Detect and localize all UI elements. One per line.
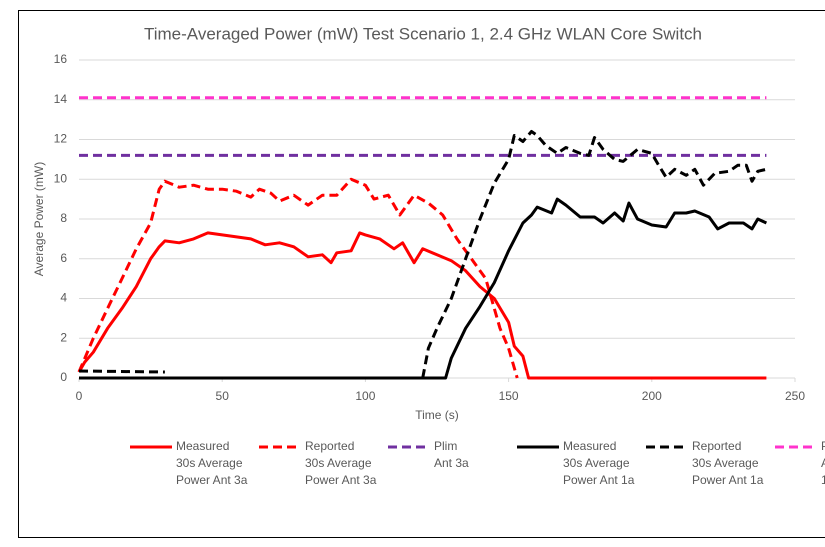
x-tick-label: 100 bbox=[355, 389, 375, 403]
x-tick-label: 250 bbox=[785, 389, 805, 403]
y-tick-label: 2 bbox=[60, 330, 67, 344]
series-line bbox=[77, 231, 767, 380]
x-tick-label: 0 bbox=[76, 389, 83, 403]
series-line bbox=[78, 130, 767, 379]
series-line bbox=[77, 177, 519, 379]
series-line bbox=[79, 197, 768, 380]
x-tick-label: 150 bbox=[499, 389, 519, 403]
x-axis-title: Time (s) bbox=[415, 408, 459, 422]
legend-label: Reported 30s Average Power Ant 3a bbox=[305, 439, 377, 487]
legend-label: Measured 30s Average Power Ant 3a bbox=[176, 439, 248, 487]
y-axis-title: Average Power (mW) bbox=[32, 162, 46, 276]
y-tick-label: 6 bbox=[60, 251, 67, 265]
legend-label: Plim Ant 1a bbox=[821, 439, 825, 487]
y-tick-label: 14 bbox=[54, 92, 68, 106]
y-tick-label: 12 bbox=[54, 132, 68, 146]
chart-title: Time-Averaged Power (mW) Test Scenario 1… bbox=[144, 24, 702, 43]
x-tick-label: 200 bbox=[642, 389, 662, 403]
y-tick-label: 10 bbox=[54, 171, 68, 185]
y-tick-label: 8 bbox=[60, 211, 67, 225]
legend-label: Plim Ant 3a bbox=[434, 439, 469, 470]
y-tick-label: 0 bbox=[60, 370, 67, 384]
x-tick-label: 50 bbox=[216, 389, 230, 403]
legend-label: Reported 30s Average Power Ant 1a bbox=[692, 439, 764, 487]
legend-label: Measured 30s Average Power Ant 1a bbox=[563, 439, 635, 487]
y-tick-label: 4 bbox=[60, 291, 67, 305]
y-tick-label: 16 bbox=[54, 52, 68, 66]
